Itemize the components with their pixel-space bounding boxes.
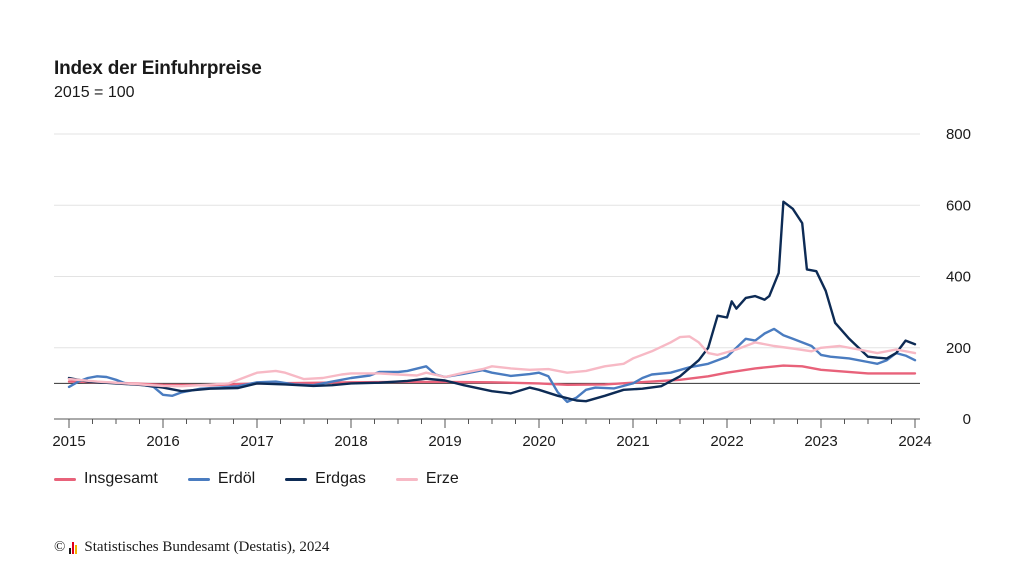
footer: © Statistisches Bundesamt (Destatis), 20… bbox=[54, 539, 329, 556]
series-line-insgesamt bbox=[67, 364, 917, 387]
legend-label: Insgesamt bbox=[84, 470, 158, 487]
legend-swatch bbox=[187, 477, 210, 481]
legend-swatch bbox=[54, 477, 76, 481]
x-tick-label-2023: 2023 bbox=[804, 433, 837, 450]
legend: Insgesamt Erdöl Erdgas Erze bbox=[54, 470, 489, 488]
chart-subtitle: 2015 = 100 bbox=[54, 84, 135, 101]
copyright-symbol: © bbox=[54, 539, 66, 555]
x-tick-label-2019: 2019 bbox=[428, 433, 461, 450]
series-line-erze bbox=[67, 335, 917, 388]
x-tick-label-2024: 2024 bbox=[898, 433, 931, 450]
chart-title: Index der Einfuhrpreise bbox=[54, 58, 262, 79]
source-text: Statistisches Bundesamt (Destatis), 2024 bbox=[84, 539, 330, 555]
y-tick-label-200: 200 bbox=[946, 340, 971, 357]
x-tick-label-2022: 2022 bbox=[710, 433, 743, 450]
legend-swatch bbox=[285, 477, 308, 481]
x-tick-label-2018: 2018 bbox=[334, 433, 367, 450]
y-tick-label-400: 400 bbox=[946, 269, 971, 286]
legend-item-erdgas: Erdgas bbox=[285, 470, 366, 488]
x-tick-label-2015: 2015 bbox=[52, 433, 85, 450]
series-line-erdöl bbox=[67, 327, 917, 404]
legend-label: Erdöl bbox=[217, 470, 256, 487]
x-tick-label-2016: 2016 bbox=[146, 433, 179, 450]
y-tick-label-0: 0 bbox=[963, 411, 971, 428]
series-line-erdgas bbox=[67, 200, 917, 403]
legend-label: Erze bbox=[425, 470, 459, 487]
legend-item-insgesamt: Insgesamt bbox=[54, 470, 158, 488]
legend-item-erdöl: Erdöl bbox=[187, 470, 256, 488]
destatis-logo-icon bbox=[69, 541, 78, 554]
legend-label: Erdgas bbox=[315, 470, 366, 487]
x-tick-label-2021: 2021 bbox=[616, 433, 649, 450]
legend-item-erze: Erze bbox=[395, 470, 459, 488]
legend-swatch bbox=[395, 477, 418, 481]
x-tick-label-2017: 2017 bbox=[240, 433, 273, 450]
y-tick-label-600: 600 bbox=[946, 197, 971, 214]
x-tick-label-2020: 2020 bbox=[522, 433, 555, 450]
y-tick-label-800: 800 bbox=[946, 126, 971, 143]
